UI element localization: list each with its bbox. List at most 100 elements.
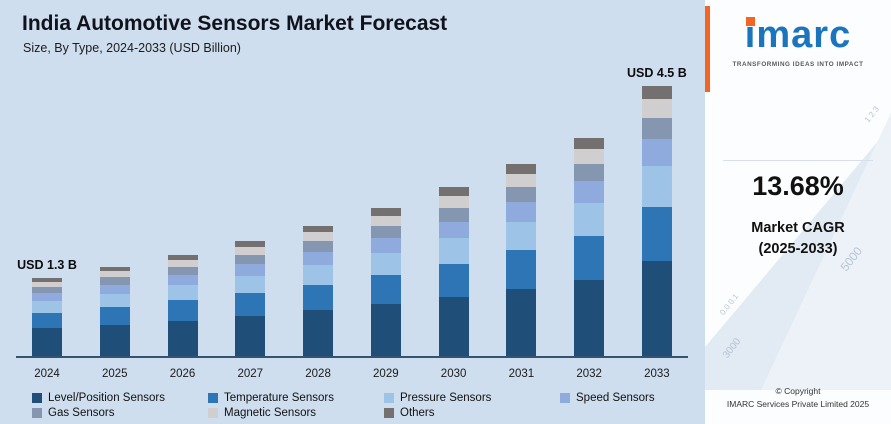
bar-stack [574,138,605,356]
x-axis-label: 2026 [169,368,196,380]
bar-segment [32,278,62,282]
bar-segment [574,181,605,204]
bar-segment [303,241,334,252]
bar-segment [438,263,469,298]
legend-swatch-icon [32,408,42,418]
bar-segment [99,267,130,272]
bar-segment [32,287,62,294]
bar-segment [32,300,62,313]
bar-segment [438,195,469,208]
stacked-bar-chart: USD 1.3 B USD 4.5 B [16,66,688,358]
bar-value-annotation: USD 1.3 B [17,258,77,272]
bar-segment [438,187,469,196]
imarc-logo: imarc [745,16,851,54]
bar-segment [574,203,605,237]
bar-segment [641,98,672,118]
bar-segment [641,86,672,99]
bar-stack [235,241,266,356]
bar-column [558,138,620,356]
bar-stack [506,164,537,356]
bar-column [152,255,214,356]
copyright-line1: © Copyright [775,385,821,396]
chart-legend: Level/Position Sensors Temperature Sensor… [32,392,655,419]
bar-segment [370,237,401,253]
bar-segment [574,164,605,182]
bar-segment [303,232,334,242]
bar-column [490,164,552,356]
bar-segment [641,139,672,167]
bar-segment [32,293,62,301]
bar-segment [32,312,62,329]
legend-item: Level/Position Sensors [32,392,208,404]
legend-label: Temperature Sensors [224,392,334,404]
cagr-value: 13.68% [752,171,844,201]
bar-segment [99,284,130,294]
bar-column [423,187,485,356]
x-axis-label: 2032 [576,368,602,380]
divider [723,160,873,161]
legend-item: Speed Sensors [560,392,655,404]
bar-segment [235,275,266,294]
legend-label: Level/Position Sensors [48,392,165,404]
bar-segment [370,215,401,226]
legend-swatch-icon [208,393,218,403]
bar-segment [303,284,334,311]
bar-stack [303,225,334,356]
bar-stack [370,208,401,356]
bar-segment [506,186,537,203]
page-subtitle: Size, By Type, 2024-2033 (USD Billion) [23,41,241,55]
legend-label: Pressure Sensors [400,392,492,404]
page-title: India Automotive Sensors Market Forecast [22,12,448,35]
bar-segment [32,281,62,288]
bar-column [355,208,417,356]
x-axis-label: 2027 [237,368,264,380]
bar-segment [641,207,672,262]
legend-item: Temperature Sensors [208,392,384,404]
bar-segment [574,149,605,165]
bar-column [287,225,349,356]
bar-segment [303,310,334,356]
bar-segment [167,275,198,286]
bar-value-annotation: USD 4.5 B [627,66,687,80]
bar-segment [574,279,605,356]
bar-column [219,241,281,356]
bar-segment [235,293,266,316]
bar-stack [438,187,469,356]
legend-item: Others [384,407,435,419]
orange-accent-bar [705,6,710,92]
bar-segment [506,221,537,251]
bar-segment [32,328,62,356]
bar-segment [506,202,537,222]
legend-row: Level/Position Sensors Temperature Sensor… [32,392,655,404]
bar-segment [506,288,537,356]
bar-segment [235,255,266,265]
legend-row: Gas Sensors Magnetic Sensors Others [32,407,655,419]
bar-segment [574,236,605,280]
legend-swatch-icon [384,408,394,418]
bar-segment [506,250,537,289]
brand-tagline: TRANSFORMING IDEAS INTO IMPACT [732,61,864,68]
bar-segment [303,225,334,233]
bar-segment [235,264,266,276]
bar-segment [235,241,266,248]
cagr-period: (2025-2033) [758,241,838,257]
bar-segment [370,304,401,356]
bar-segment [574,138,605,150]
bar-segment [167,300,198,321]
bar-column: USD 1.3 B [16,258,78,356]
bar-segment [370,225,401,238]
legend-item: Pressure Sensors [384,392,560,404]
legend-swatch-icon [560,393,570,403]
bar-stack [99,267,130,356]
logo-block: imarc TRANSFORMING IDEAS INTO IMPACT [705,16,891,68]
legend-swatch-icon [208,408,218,418]
bar-segment [641,261,672,356]
legend-item: Gas Sensors [32,407,208,419]
cagr-block: 13.68% Market CAGR (2025-2033) [705,160,891,257]
x-axis-label: 2024 [34,368,60,380]
legend-label: Others [400,407,435,419]
x-axis: 2024 2025 2026 2027 2028 2029 2030 2031 2032 2033 [16,368,688,380]
logo-text: imarc [744,14,852,56]
bar-segment [438,221,469,239]
